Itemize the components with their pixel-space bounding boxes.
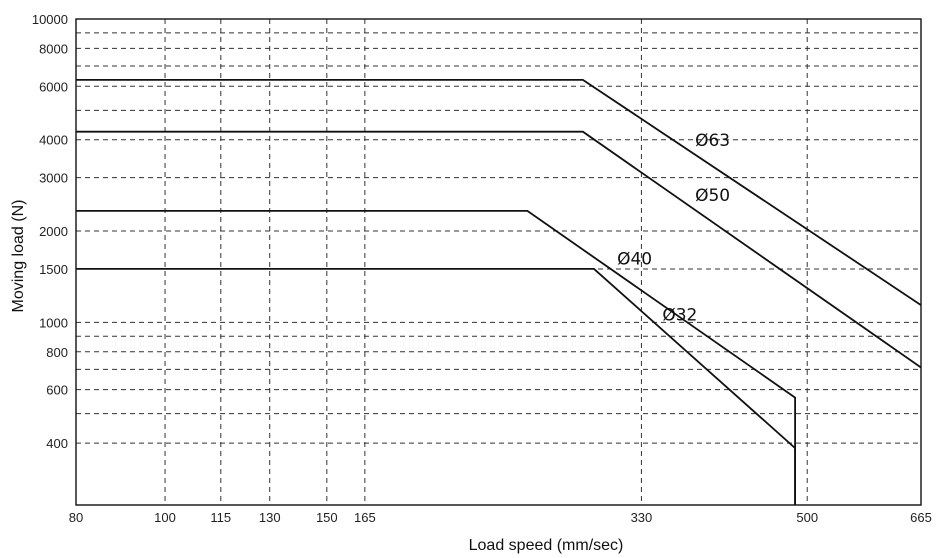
series-line: [76, 210, 796, 505]
series-labels: Ø63 Ø50 Ø40 Ø32: [617, 131, 730, 325]
x-tick-label: 100: [154, 510, 176, 525]
y-tick-label: 400: [46, 436, 68, 451]
y-tick-label: 600: [46, 383, 68, 398]
series-label: Ø50: [695, 186, 730, 206]
x-tick-label: 80: [69, 510, 83, 525]
x-tick-label: 330: [631, 510, 653, 525]
x-tick-label: 500: [796, 510, 818, 525]
x-tick-label: 130: [259, 510, 281, 525]
y-tick-label: 6000: [39, 79, 68, 94]
x-axis-title: Load speed (mm/sec): [469, 537, 624, 554]
y-tick-label: 1000: [39, 315, 68, 330]
x-tick-label: 665: [910, 510, 932, 525]
series-line: [76, 79, 922, 306]
y-axis-title: Moving load (N): [10, 200, 27, 313]
y-tick-label: 8000: [39, 41, 68, 56]
y-tick-label: 2000: [39, 224, 68, 239]
series-label: Ø40: [617, 250, 652, 270]
x-tick-label: 165: [354, 510, 376, 525]
x-tick-labels: 80 100 115 130 150 165 330 500 665: [69, 510, 932, 525]
series-lines: [76, 79, 922, 505]
x-tick-label: 115: [210, 510, 231, 525]
series-line: [76, 130, 922, 369]
series-label: Ø32: [662, 305, 697, 325]
x-tick-label: 150: [316, 510, 338, 525]
y-tick-label: 3000: [39, 171, 68, 186]
plot-frame: [75, 18, 922, 506]
y-tick-label: 800: [46, 345, 68, 360]
y-tick-label: 10000: [32, 12, 68, 27]
series-label: Ø63: [695, 131, 730, 151]
y-tick-label: 4000: [39, 133, 68, 148]
y-tick-labels: 400 600 800 1000 1500 2000 3000 4000 6000 8000 100…: [32, 12, 68, 451]
series-line: [76, 268, 796, 505]
y-tick-label: 1500: [39, 262, 68, 277]
